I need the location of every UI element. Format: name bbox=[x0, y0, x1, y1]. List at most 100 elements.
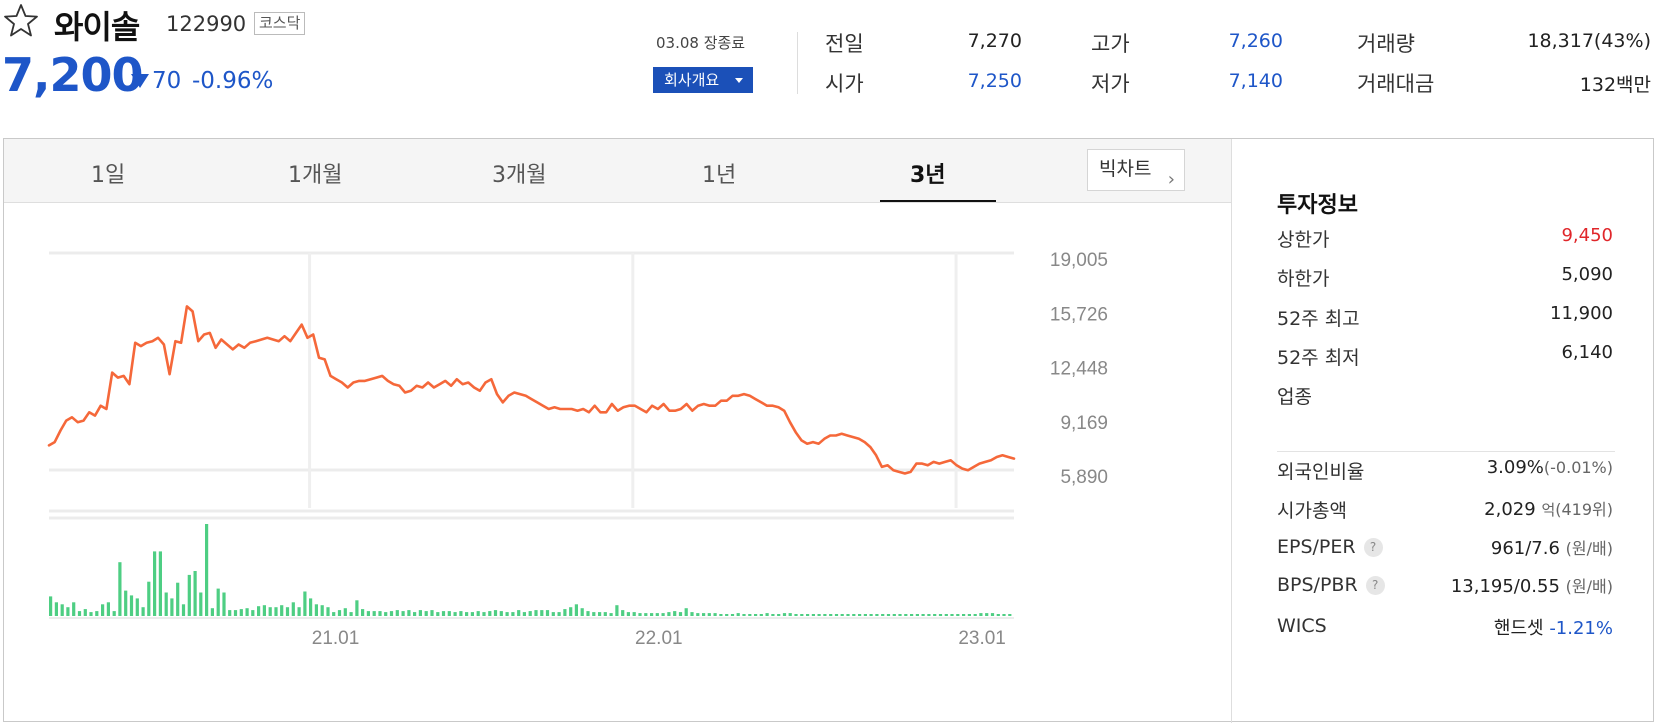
high52-value: 11,900 bbox=[1550, 303, 1613, 324]
volume-bar bbox=[378, 611, 382, 616]
volume-bar bbox=[511, 612, 515, 616]
eps-per-unit: (원/배) bbox=[1565, 539, 1613, 558]
volume-bar bbox=[407, 610, 411, 616]
volume-bar bbox=[129, 595, 134, 616]
sector-label: 업종 bbox=[1277, 386, 1312, 408]
tab-1day[interactable]: 1일 bbox=[91, 163, 126, 188]
volume-bar bbox=[609, 613, 613, 616]
volume-bar bbox=[89, 612, 93, 616]
company-overview-button[interactable]: 회사개요 bbox=[653, 67, 753, 93]
volume-bar bbox=[782, 613, 787, 616]
volume-bar bbox=[326, 607, 330, 616]
volume-value: 18,317(43%) bbox=[1527, 30, 1651, 52]
eps-per: 961/7.6 bbox=[1490, 538, 1560, 559]
volume-bar bbox=[736, 613, 740, 616]
volume-bar bbox=[534, 610, 538, 616]
volume-bar bbox=[858, 614, 862, 616]
volume-bar bbox=[863, 614, 867, 616]
y-tick-label: 12,448 bbox=[1050, 359, 1108, 380]
volume-bar bbox=[967, 614, 971, 616]
volume-bar bbox=[713, 613, 717, 616]
volume-bar bbox=[852, 614, 856, 616]
volume-bar bbox=[557, 612, 561, 616]
volume-bar bbox=[499, 611, 503, 616]
foreign-ratio-label: 외국인비율 bbox=[1277, 461, 1365, 483]
volume-bar bbox=[488, 611, 492, 616]
volume-bar bbox=[615, 605, 619, 616]
volume-bar bbox=[840, 614, 844, 616]
volume-bar bbox=[465, 612, 469, 616]
volume-bar bbox=[621, 610, 625, 616]
volume-bar bbox=[418, 610, 422, 616]
help-icon[interactable]: ? bbox=[1363, 538, 1383, 557]
volume-bar bbox=[794, 614, 798, 616]
volume-bar bbox=[205, 524, 209, 616]
market-cap-label: 시가총액 bbox=[1277, 500, 1347, 522]
y-tick-label: 15,726 bbox=[1050, 304, 1108, 325]
tab-3month[interactable]: 3개월 bbox=[492, 163, 547, 188]
volume-bar bbox=[60, 604, 64, 616]
volume-bar bbox=[522, 612, 526, 616]
volume-bar bbox=[730, 614, 735, 616]
volume-bar bbox=[950, 614, 954, 616]
low-value: 7,140 bbox=[1228, 70, 1283, 92]
volume-bar bbox=[441, 611, 446, 616]
volume-bar bbox=[655, 613, 659, 616]
volume-bar bbox=[303, 591, 307, 616]
volume-bar bbox=[141, 607, 145, 616]
volume-bar bbox=[118, 562, 122, 616]
foreign-ratio: 3.09% bbox=[1486, 457, 1544, 478]
volume-bar bbox=[580, 608, 584, 616]
volume-bar bbox=[996, 614, 1000, 616]
volume-bar bbox=[748, 614, 752, 616]
active-tab-indicator bbox=[880, 200, 996, 202]
volume-bar bbox=[696, 613, 700, 616]
volume-bar bbox=[251, 610, 255, 616]
volume-bar bbox=[690, 612, 694, 616]
volume-bar bbox=[1008, 614, 1012, 616]
volume-bar bbox=[274, 607, 278, 616]
bps-pbr-text: BPS/PBR bbox=[1277, 574, 1358, 596]
tab-3year[interactable]: 3년 bbox=[910, 163, 946, 188]
volume-bar bbox=[719, 614, 723, 616]
volume-bar bbox=[459, 611, 463, 616]
volume-bar bbox=[540, 610, 544, 616]
tab-1month[interactable]: 1개월 bbox=[288, 163, 343, 188]
price-change: 70 bbox=[152, 68, 182, 94]
volume-bar bbox=[881, 614, 885, 616]
volume-bar bbox=[482, 612, 486, 616]
help-icon[interactable]: ? bbox=[1365, 576, 1385, 595]
volume-bar bbox=[684, 608, 688, 616]
market-status: 03.08 장종료 bbox=[656, 34, 746, 52]
tab-1year[interactable]: 1년 bbox=[702, 163, 737, 188]
volume-bar bbox=[83, 609, 87, 616]
investment-info-title: 투자정보 bbox=[1277, 193, 1358, 218]
volume-bar bbox=[280, 605, 284, 616]
volume-bar bbox=[493, 610, 498, 616]
low52-value: 6,140 bbox=[1561, 342, 1613, 363]
bps-pbr: 13,195/0.55 bbox=[1450, 576, 1560, 597]
volume-bar bbox=[384, 612, 388, 616]
volume-bar bbox=[314, 604, 318, 616]
volume-bar bbox=[210, 608, 214, 616]
volume-bar bbox=[742, 614, 746, 616]
volume-bar bbox=[892, 614, 896, 616]
volume-bar bbox=[112, 611, 116, 616]
volume-bar bbox=[898, 614, 902, 616]
high-value: 7,260 bbox=[1228, 30, 1283, 52]
volume-bar bbox=[505, 612, 509, 616]
volume-bar bbox=[228, 610, 232, 616]
volume-bar bbox=[199, 592, 203, 616]
big-chart-label: 빅차트 bbox=[1099, 158, 1152, 180]
volume-bar bbox=[424, 611, 428, 616]
favorite-star-icon[interactable] bbox=[2, 2, 40, 40]
volume-bar bbox=[517, 610, 521, 616]
volume-bar bbox=[846, 614, 850, 616]
price-change-percent: -0.96% bbox=[192, 68, 274, 94]
volume-bar bbox=[563, 609, 567, 616]
wics-sector[interactable]: 핸드셋 bbox=[1493, 618, 1544, 639]
big-chart-button[interactable]: 빅차트 › bbox=[1087, 149, 1185, 191]
stock-code: 122990 bbox=[166, 12, 247, 36]
volume-bar bbox=[372, 611, 376, 616]
